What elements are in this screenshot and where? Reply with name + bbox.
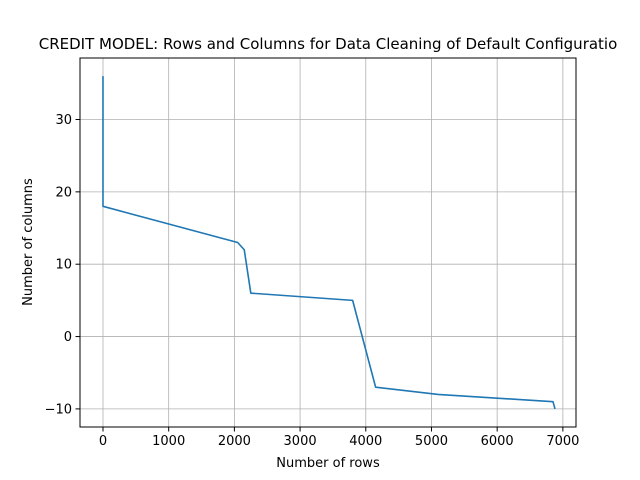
x-tick-label: 7000 xyxy=(546,434,579,449)
x-tick-label: 5000 xyxy=(415,434,448,449)
x-tick-label: 0 xyxy=(99,434,107,449)
x-tick-label: 1000 xyxy=(152,434,185,449)
y-tick-label: 20 xyxy=(55,185,72,200)
series-layer xyxy=(102,76,556,410)
y-tick-label: 10 xyxy=(55,258,72,273)
y-axis: −10 0 10 20 30 xyxy=(45,113,80,417)
plot-area xyxy=(80,58,576,427)
y-axis-label: Number of columns xyxy=(21,178,36,306)
x-tick-label: 3000 xyxy=(284,434,317,449)
x-tick-label: 4000 xyxy=(349,434,382,449)
plot-frame xyxy=(79,57,577,428)
y-tick-label: 0 xyxy=(64,330,72,345)
series-line xyxy=(102,76,556,410)
chart-title: CREDIT MODEL: Rows and Columns for Data … xyxy=(39,35,618,53)
y-tick-label: 30 xyxy=(55,113,72,128)
x-tick-label: 2000 xyxy=(218,434,251,449)
y-tick-label: −10 xyxy=(45,402,72,417)
x-axis: 0 1000 2000 3000 4000 5000 6000 7000 xyxy=(99,427,579,449)
gridlines xyxy=(80,58,576,427)
x-axis-label: Number of rows xyxy=(276,456,380,471)
x-tick-label: 6000 xyxy=(481,434,514,449)
